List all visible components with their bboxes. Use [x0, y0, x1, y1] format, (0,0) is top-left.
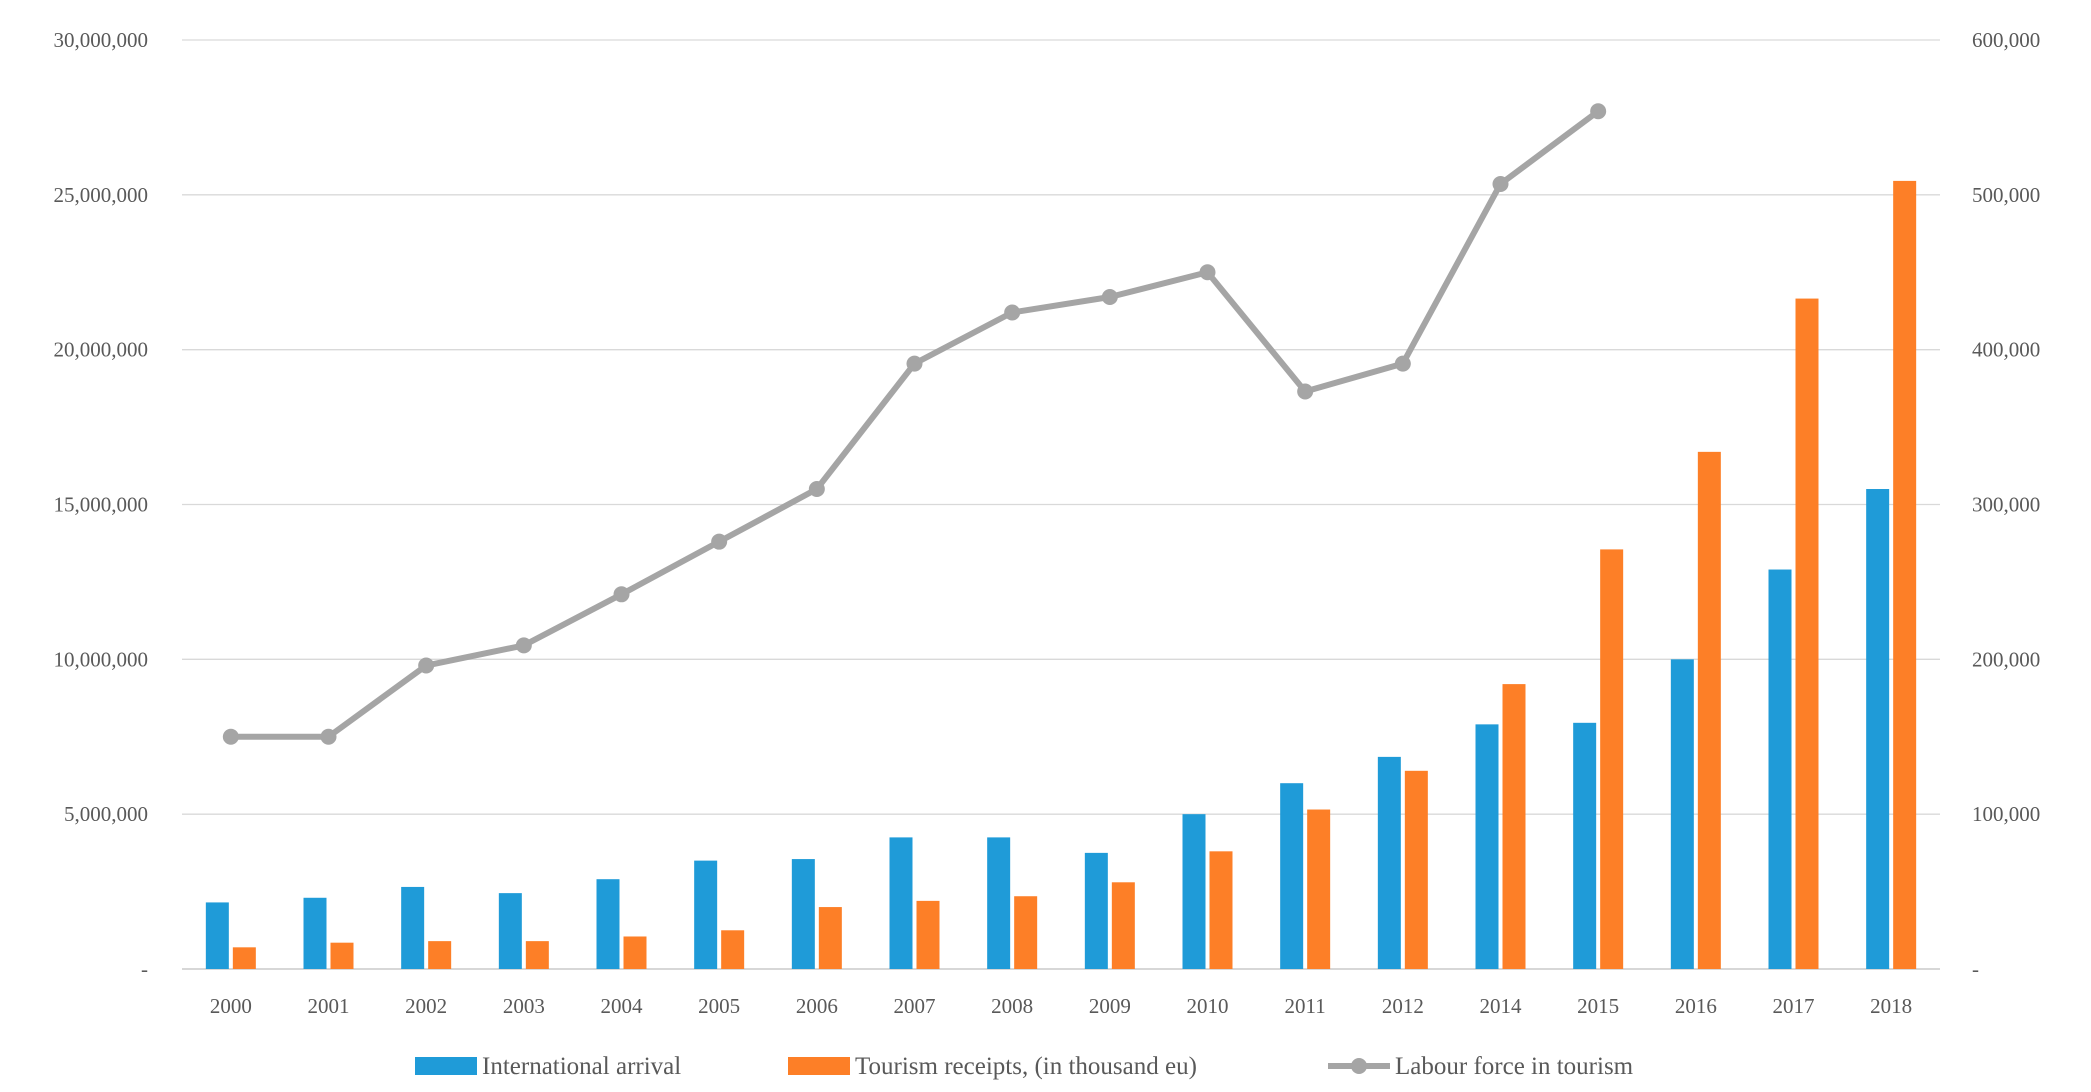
line-series	[222, 103, 1607, 745]
x-tick-label: 2011	[1285, 994, 1326, 1018]
bar-international-arrival	[498, 893, 522, 969]
bar-international-arrival	[596, 879, 620, 969]
x-tick-label: 2006	[796, 994, 838, 1018]
x-tick-label: 2005	[698, 994, 740, 1018]
bar-international-arrival	[1280, 783, 1304, 969]
x-tick-label: 2003	[503, 994, 545, 1018]
line-point	[808, 481, 825, 498]
legend-swatch-marker	[1351, 1058, 1367, 1074]
bar-international-arrival	[1182, 814, 1206, 969]
bar-tourism-receipts	[1404, 770, 1428, 969]
bar-tourism-receipts	[232, 947, 256, 969]
bar-tourism-receipts	[1209, 851, 1233, 969]
x-tick-label: 2004	[601, 994, 644, 1018]
x-tick-label: 2002	[405, 994, 447, 1018]
bar-international-arrival	[303, 897, 327, 969]
bar-international-arrival	[889, 837, 913, 969]
legend: International arrival Tourism receipts, (…	[415, 1053, 1634, 1080]
y-tick-label-right: 100,000	[1972, 802, 2040, 826]
bar-tourism-receipts	[330, 942, 354, 969]
x-tick-label: 2016	[1675, 994, 1717, 1018]
line-point	[418, 657, 435, 674]
bar-international-arrival	[1866, 489, 1890, 969]
line-point	[320, 728, 337, 745]
bar-international-arrival	[694, 860, 718, 969]
line-point	[711, 533, 728, 550]
x-tick-label: 2009	[1089, 994, 1131, 1018]
line-point	[613, 586, 630, 603]
y-tick-label-left: -	[141, 957, 148, 981]
bar-international-arrival	[1377, 756, 1401, 969]
x-tick-label: 2007	[894, 994, 936, 1018]
y-tick-label-right: 200,000	[1972, 647, 2040, 671]
bar-tourism-receipts	[428, 941, 452, 969]
legend-label: International arrival	[482, 1053, 681, 1080]
bar-international-arrival	[401, 886, 425, 969]
bar-tourism-receipts	[1893, 180, 1917, 970]
y-tick-label-right: 600,000	[1972, 28, 2040, 52]
x-tick-label: 2010	[1187, 994, 1229, 1018]
bars	[205, 180, 1917, 970]
x-tick-label: 2001	[308, 994, 350, 1018]
line-point	[222, 728, 239, 745]
y-tick-label-left: 15,000,000	[54, 493, 149, 517]
bar-tourism-receipts	[1697, 451, 1721, 969]
y-axis-right-ticks: - 100,000 200,000 300,000 400,000 500,000 600,…	[1972, 28, 2040, 981]
line-point	[906, 355, 923, 372]
bar-tourism-receipts	[1111, 882, 1135, 969]
x-tick-label: 2012	[1382, 994, 1424, 1018]
line-point	[1492, 175, 1509, 192]
bar-tourism-receipts	[1600, 549, 1624, 969]
line-point	[1590, 103, 1607, 120]
bar-international-arrival	[1768, 569, 1792, 969]
line-labour-force	[230, 108, 1600, 740]
y-tick-label-left: 5,000,000	[64, 802, 148, 826]
legend-label: Tourism receipts, (in thousand eu)	[855, 1053, 1197, 1080]
x-tick-label: 2008	[991, 994, 1033, 1018]
bar-tourism-receipts	[1502, 684, 1526, 969]
y-axis-left-ticks: - 5,000,000 10,000,000 15,000,000 20,000,000…	[54, 28, 149, 981]
bar-tourism-receipts	[1307, 809, 1331, 969]
x-tick-label: 2000	[210, 994, 252, 1018]
line-point	[1394, 355, 1411, 372]
y-tick-label-right: 300,000	[1972, 493, 2040, 517]
bar-international-arrival	[1670, 659, 1694, 969]
y-tick-label-left: 20,000,000	[54, 338, 149, 362]
line-point	[1101, 289, 1118, 306]
bar-international-arrival	[791, 859, 815, 969]
bar-tourism-receipts	[525, 941, 549, 969]
y-tick-label-right: 400,000	[1972, 338, 2040, 362]
bar-tourism-receipts	[818, 907, 842, 969]
legend-swatch	[788, 1057, 850, 1075]
bar-tourism-receipts	[1795, 298, 1819, 969]
x-tick-label: 2018	[1870, 994, 1912, 1018]
bar-international-arrival	[1573, 722, 1597, 969]
x-tick-label: 2014	[1480, 994, 1523, 1018]
bar-tourism-receipts	[1014, 896, 1038, 969]
legend-swatch	[415, 1057, 477, 1075]
bar-international-arrival	[987, 837, 1011, 969]
line-point	[1004, 304, 1021, 321]
x-tick-label: 2015	[1577, 994, 1619, 1018]
y-tick-label-right: 500,000	[1972, 183, 2040, 207]
y-tick-label-left: 25,000,000	[54, 183, 149, 207]
gridlines	[182, 39, 1940, 970]
y-tick-label-left: 10,000,000	[54, 647, 149, 671]
bar-tourism-receipts	[623, 936, 647, 969]
bar-international-arrival	[1084, 852, 1108, 969]
bar-tourism-receipts	[721, 930, 745, 969]
bar-tourism-receipts	[916, 900, 940, 969]
x-axis-ticks: 2000 2001 2002 2003 2004 2005 2006 2007 2008 2009…	[210, 994, 1912, 1018]
y-tick-label-right: -	[1972, 957, 1979, 981]
x-tick-label: 2017	[1773, 994, 1815, 1018]
bar-international-arrival	[1475, 724, 1499, 969]
y-tick-label-left: 30,000,000	[54, 28, 149, 52]
line-point	[1297, 383, 1314, 400]
line-point	[1199, 264, 1216, 281]
line-point	[515, 637, 532, 654]
legend-label: Labour force in tourism	[1395, 1053, 1634, 1080]
bar-international-arrival	[205, 902, 229, 969]
